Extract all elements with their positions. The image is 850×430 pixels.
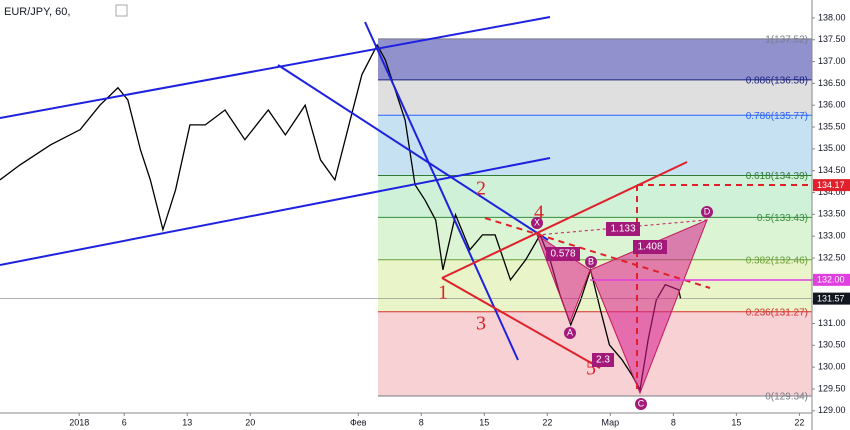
- x-tick-label: 22: [542, 417, 552, 427]
- ratio-box: [606, 222, 640, 236]
- ratio-label: 0.578: [550, 249, 575, 260]
- fib-label: 0(129.34): [765, 392, 808, 403]
- trend-line: [0, 157, 551, 266]
- x-tick-label: 15: [731, 417, 741, 427]
- wave-label: 5: [586, 358, 596, 380]
- x-tick-label: 22: [794, 417, 804, 427]
- trend-line: [364, 21, 519, 361]
- pattern-point: [635, 398, 647, 410]
- chart-title: EUR/JPY, 60,: [4, 6, 70, 18]
- y-tick-label: 135.50: [818, 121, 846, 131]
- x-tick-label: 8: [419, 417, 424, 427]
- price-tag-label: 134.17: [817, 180, 845, 190]
- y-tick-label: 129.50: [818, 383, 846, 393]
- y-tick-label: 134.50: [818, 165, 846, 175]
- ratio-label: 1.408: [637, 242, 662, 253]
- pattern-point: [564, 327, 576, 339]
- price-tag: [813, 179, 850, 192]
- y-tick-label: 132.50: [818, 252, 846, 262]
- y-tick-label: 130.50: [818, 340, 846, 350]
- trend-line: [0, 16, 551, 119]
- y-tick-label: 131.00: [818, 318, 846, 328]
- icon[interactable]: [115, 4, 128, 17]
- pattern-label: X: [534, 217, 540, 227]
- wave-label: 2: [476, 178, 486, 200]
- y-tick-label: 133.00: [818, 231, 846, 241]
- price-tag: [813, 292, 850, 305]
- price-tag-label: 131.57: [817, 293, 845, 303]
- y-tick-label: 130.00: [818, 362, 846, 372]
- y-tick-label: 138.00: [818, 12, 846, 22]
- price-tag: [813, 273, 850, 286]
- wave-line: [441, 277, 601, 369]
- fib-label: 0.786(135.77): [746, 111, 808, 122]
- x-tick-label: 20: [245, 417, 255, 427]
- x-tick-label: 6: [122, 417, 127, 427]
- fib-label: 0.5(133.43): [757, 213, 808, 224]
- ratio-box: [633, 240, 667, 254]
- y-tick-label: 137.50: [818, 34, 846, 44]
- x-tick-label: 8: [671, 417, 676, 427]
- pattern-point: [701, 206, 713, 218]
- x-axis-bg: [0, 413, 812, 430]
- wave-line: [441, 161, 688, 279]
- pattern-label: D: [704, 206, 711, 216]
- fib-label: 1(137.52): [765, 34, 808, 45]
- y-tick-label: 136.00: [818, 100, 846, 110]
- y-axis-bg: [812, 0, 850, 430]
- y-tick-label: 135.00: [818, 143, 846, 153]
- x-tick-label: Фев: [350, 417, 367, 427]
- fib-label: 0.382(132.46): [746, 255, 808, 266]
- x-tick-label: Мар: [602, 417, 620, 427]
- y-tick-label: 133.50: [818, 209, 846, 219]
- y-tick-label: 129.00: [818, 405, 846, 415]
- fib-band: [378, 217, 812, 260]
- x-tick-label: 15: [479, 417, 489, 427]
- trend-line: [277, 64, 549, 241]
- y-tick-label: 137.00: [818, 56, 846, 66]
- ratio-box: [592, 353, 614, 367]
- ratio-label: 1.133: [610, 224, 635, 235]
- y-tick-label: 136.50: [818, 78, 846, 88]
- x-tick-label: 2018: [69, 417, 89, 427]
- fib-band: [378, 79, 812, 116]
- fib-band: [378, 38, 812, 80]
- price-line: [0, 43, 682, 392]
- pattern-label: B: [588, 256, 594, 266]
- wave-label: 4: [534, 202, 544, 224]
- x-tick-label: 13: [182, 417, 192, 427]
- wave-label: 3: [476, 313, 486, 335]
- fib-label: 0.886(136.58): [746, 76, 808, 87]
- pattern-label: A: [567, 327, 573, 337]
- ratio-label: 2.3: [596, 355, 610, 366]
- pattern-label: C: [638, 398, 645, 408]
- wave-label: 1: [438, 282, 448, 304]
- fib-label: 0.236(131.27): [746, 307, 808, 318]
- price-tag-label: 132.00: [817, 275, 845, 285]
- pattern-point: [585, 256, 597, 268]
- fib-band: [378, 115, 812, 176]
- y-tick-label: 134.00: [818, 187, 846, 197]
- ratio-box: [546, 247, 580, 261]
- pattern-point: [531, 217, 543, 229]
- fib-label: 0.618(134.39): [746, 171, 808, 182]
